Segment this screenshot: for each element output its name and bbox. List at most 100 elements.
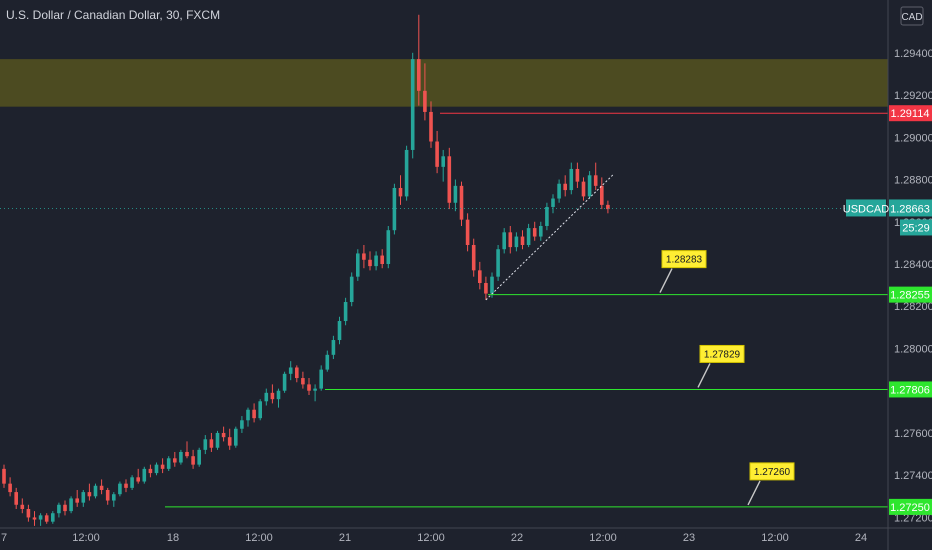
candle-body <box>478 270 482 284</box>
price-note[interactable] <box>749 462 795 481</box>
candle-body <box>38 515 43 520</box>
candle-body <box>282 373 287 391</box>
candle-body <box>307 384 311 391</box>
candle-body <box>392 187 397 231</box>
candle-body <box>8 483 12 493</box>
x-tick-label: 24 <box>855 532 867 544</box>
price-note-label: 1.28283 <box>666 255 703 266</box>
candle-body <box>57 504 61 514</box>
candle-body <box>362 253 366 260</box>
candle-body <box>240 420 244 429</box>
candle-body <box>136 477 140 482</box>
candle-body <box>453 185 458 203</box>
candle-body <box>130 477 134 488</box>
candle-body <box>368 259 372 267</box>
supply-zone <box>0 59 888 107</box>
candle-body <box>118 483 122 495</box>
candle-body <box>160 464 165 469</box>
x-tick-label: 22 <box>511 532 523 544</box>
y-tick-label: 1.27600 <box>894 428 932 440</box>
x-tick-label: 12:00 <box>245 532 273 544</box>
candle-body <box>429 111 433 142</box>
candle-body <box>93 485 98 497</box>
candle-body <box>234 428 238 446</box>
support-price-tag-label: 1.27806 <box>890 384 930 396</box>
candle-body <box>32 517 37 520</box>
candle-body <box>264 392 269 402</box>
current-price-tag <box>889 199 932 217</box>
candle-body <box>14 492 18 505</box>
candle-body <box>215 432 220 448</box>
note-pointer <box>747 480 761 506</box>
candle-body <box>471 244 476 271</box>
candle-body <box>221 432 226 438</box>
candle-body <box>105 489 110 501</box>
candle-body <box>209 439 214 448</box>
candle-body <box>258 401 262 419</box>
price-note[interactable] <box>699 344 745 363</box>
x-tick-label: 7 <box>1 532 7 544</box>
y-tick-label: 1.29000 <box>894 132 932 144</box>
candle-body <box>87 492 92 497</box>
y-tick-label: 1.29400 <box>894 48 932 60</box>
trendline[interactable] <box>485 173 615 301</box>
candle-body <box>593 175 598 186</box>
candle-body <box>337 321 342 341</box>
candle-body <box>203 439 208 450</box>
currency-label: CAD <box>901 12 922 23</box>
candle-body <box>81 492 86 503</box>
candle-body <box>252 409 256 419</box>
candle-body <box>526 228 531 245</box>
candle-body <box>539 225 543 237</box>
candle-body <box>51 513 55 522</box>
candle-body <box>410 59 415 150</box>
candle-body <box>331 340 336 355</box>
candle-body <box>191 456 195 465</box>
candle-body <box>295 367 299 379</box>
candle-body <box>154 464 159 474</box>
x-tick-label: 12:00 <box>589 532 617 544</box>
candle-body <box>374 255 378 267</box>
currency-button[interactable] <box>900 6 924 26</box>
symbol-tag <box>846 199 886 217</box>
countdown-label: 25:29 <box>902 222 930 234</box>
candle-body <box>417 59 421 91</box>
candle-body <box>124 483 128 488</box>
candle-body <box>26 508 31 518</box>
candle-body <box>600 185 604 205</box>
candle-body <box>606 204 610 210</box>
y-tick-label: 1.28800 <box>894 175 932 187</box>
candle-body <box>423 90 427 112</box>
support-price-tag-label: 1.27250 <box>890 502 930 514</box>
candle-body <box>173 458 177 463</box>
chart-title: U.S. Dollar / Canadian Dollar, 30, FXCM <box>6 8 220 22</box>
x-tick-label: 12:00 <box>72 532 100 544</box>
y-tick-label: 1.27400 <box>894 470 932 482</box>
candle-body <box>301 378 305 385</box>
candle-body <box>185 451 189 457</box>
y-tick-label: 1.27200 <box>894 512 932 524</box>
candle-body <box>557 183 561 199</box>
candle-body <box>44 515 49 522</box>
x-tick-label: 12:00 <box>417 532 445 544</box>
candle-body <box>380 255 384 264</box>
candle-body <box>20 504 25 509</box>
x-tick-label: 12:00 <box>761 532 789 544</box>
candle-body <box>142 468 147 482</box>
candle-body <box>227 437 232 446</box>
price-note[interactable] <box>661 250 707 269</box>
candle-body <box>465 219 470 245</box>
candle-body <box>313 388 317 391</box>
current-price-label: 1.28663 <box>890 203 930 215</box>
price-note-label: 1.27829 <box>704 349 741 360</box>
candle-body <box>484 283 488 294</box>
candle-body <box>99 485 104 490</box>
candle-body <box>545 206 549 226</box>
candle-body <box>343 302 348 322</box>
candle-body <box>575 168 580 182</box>
countdown-tag <box>900 219 932 236</box>
candle-body <box>179 451 183 463</box>
x-tick-label: 23 <box>683 532 695 544</box>
